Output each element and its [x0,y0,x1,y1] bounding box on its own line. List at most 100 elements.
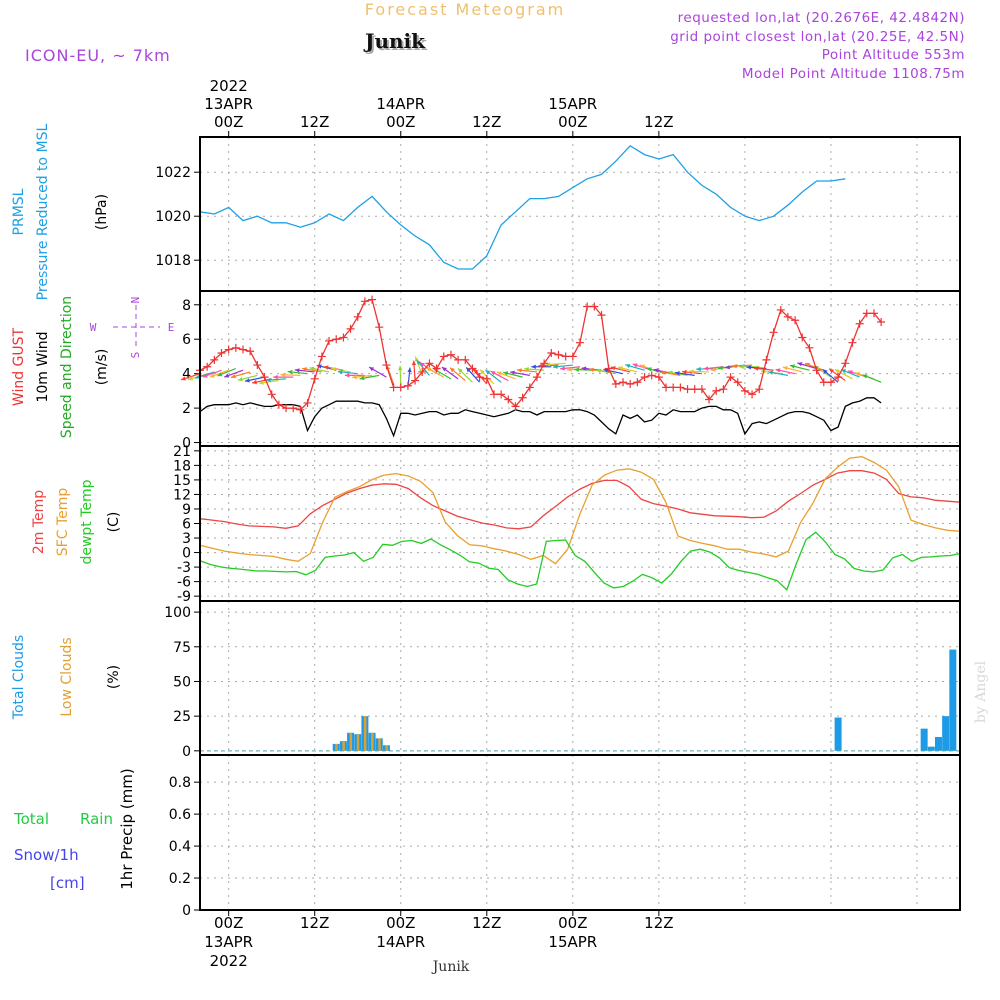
gust-marker [339,333,348,342]
temp-unit: (C) [106,512,122,533]
wind-arrow-head [309,366,315,371]
gust-marker [461,355,470,364]
gust-marker [812,366,821,375]
top-time-label: 12Z [644,113,673,131]
gust-marker [310,374,319,383]
gust-marker [626,380,635,388]
wind-arrow-head [407,367,412,373]
ytick-label: 15 [173,473,191,489]
precip-cm-label: [cm] [50,874,85,892]
pressure-unit: (hPa) [94,194,110,230]
gust-marker [260,373,269,382]
wind-arrow-head [847,370,853,375]
top-time-label: 00Z [386,113,415,131]
wind-arrow-head [188,376,194,381]
gust-marker [805,343,814,352]
gust-marker [274,400,283,409]
panel-wind: 0 2 4 6 8 [180,290,961,452]
ytick-label: 0.4 [169,839,191,855]
top-time-label: 14APR [376,95,425,113]
gust-marker [576,338,584,347]
wind-arrow-head [674,371,680,376]
low-cloud-bar [342,741,345,751]
gust-marker [769,328,778,337]
wind-arrow-head [560,366,565,371]
gust-marker [360,297,369,306]
temp2m-label: 2m Temp [31,490,47,554]
gust-marker [353,312,362,321]
wind-arrow-head [790,364,795,369]
top-time-label: 13APR [204,95,253,113]
gust-marker [403,381,412,390]
wind-arrow-head [660,370,666,375]
gust-marker [647,371,656,380]
top-time-label: 15APR [548,95,597,113]
low-cloud-bar [335,743,338,751]
wind-arrow-head [411,360,417,366]
total-cloud-bar [920,728,928,751]
ytick-label: 0 [182,903,191,919]
ytick-label: 25 [173,709,191,725]
ytick-label: 6 [182,332,191,348]
gust-marker [518,393,527,402]
panel-precip: 0 0.2 0.4 0.6 0.8 [169,754,961,919]
wind-arrow-head [426,367,432,372]
low-cloud-bar [349,732,353,751]
gust-marker [231,343,240,352]
wind-arrow-head [496,371,502,376]
gust-line [199,298,882,411]
gust-marker [791,316,800,325]
gust-marker [683,385,692,394]
gust-marker [475,373,484,382]
bottom-time-label: 2022 [210,952,248,970]
bottom-time-label: 12Z [472,914,501,932]
wind-arrow-head [746,365,752,370]
gust-marker [239,345,248,354]
wind-arrow-head [224,373,230,378]
panel-pressure: 1018 1020 1022 [155,136,961,292]
wind-arrow-head [524,367,529,372]
gust-marker [418,367,427,376]
2m-temp-line [199,470,961,530]
gust-marker [740,386,749,395]
compass-rose: N W E S [90,297,175,359]
gust-marker [396,383,405,392]
wind-arrow-head [739,364,744,369]
wind-arrow-head [689,369,694,374]
gust-marker [697,385,706,394]
ytick-label: 0 [182,436,191,452]
ytick-label: 0.8 [169,775,191,791]
wind-arrow-head [359,375,365,381]
wind-arrow-head [441,367,447,372]
low-cloud-bar [385,745,388,751]
wind-arrow-head [710,367,716,372]
wind-arrow-head [545,362,551,367]
gust-marker [640,373,649,382]
wind-arrow-head [682,369,687,375]
model-label: ICON-EU, ~ 7km [25,46,171,65]
top-time-label: 2022 [210,77,248,95]
gust-marker [346,324,355,333]
ytick-label: 50 [173,674,191,690]
wind-arrow-head [797,362,803,367]
wind-label: 10m Wind [35,331,51,402]
precip-snow-label: Snow/1h [14,846,79,864]
gust-marker [532,373,541,382]
ytick-label: 2 [182,401,191,417]
wind-arrow-head [202,373,208,378]
gust-marker [755,385,764,394]
wind-arrow-head [567,367,572,372]
ytick-label: 21 [173,444,191,460]
gust-marker [568,352,577,361]
wind-arrow-head [510,370,515,375]
gust-marker [446,350,455,359]
wind-arrow-head [398,365,403,371]
wind-arrow-head [829,368,834,374]
wind-arrow-head [588,367,594,372]
wind-arrow-head [822,369,828,374]
total-cloud-bar [934,736,942,751]
wind-arrow-head [259,380,264,385]
gust-marker [432,364,441,373]
